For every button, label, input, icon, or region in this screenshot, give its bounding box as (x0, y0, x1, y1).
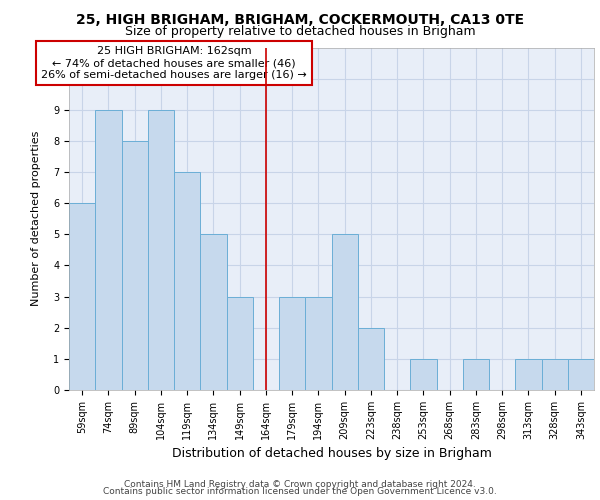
X-axis label: Distribution of detached houses by size in Brigham: Distribution of detached houses by size … (172, 448, 491, 460)
Bar (568, 359, 594, 390)
Bar (121, 141, 148, 390)
Bar (69, 203, 95, 390)
Text: 25 HIGH BRIGHAM: 162sqm
← 74% of detached houses are smaller (46)
26% of semi-de: 25 HIGH BRIGHAM: 162sqm ← 74% of detache… (41, 46, 307, 80)
Bar (279, 296, 305, 390)
Bar (227, 296, 253, 390)
Text: Contains HM Land Registry data © Crown copyright and database right 2024.: Contains HM Land Registry data © Crown c… (124, 480, 476, 489)
Bar (463, 359, 489, 390)
Bar (410, 359, 437, 390)
Bar (305, 296, 331, 390)
Bar (358, 328, 384, 390)
Bar (148, 110, 174, 390)
Bar (95, 110, 121, 390)
Y-axis label: Number of detached properties: Number of detached properties (31, 131, 41, 306)
Text: 25, HIGH BRIGHAM, BRIGHAM, COCKERMOUTH, CA13 0TE: 25, HIGH BRIGHAM, BRIGHAM, COCKERMOUTH, … (76, 12, 524, 26)
Bar (331, 234, 358, 390)
Bar (542, 359, 568, 390)
Bar (200, 234, 227, 390)
Bar (174, 172, 200, 390)
Text: Size of property relative to detached houses in Brigham: Size of property relative to detached ho… (125, 25, 475, 38)
Text: Contains public sector information licensed under the Open Government Licence v3: Contains public sector information licen… (103, 487, 497, 496)
Bar (515, 359, 542, 390)
